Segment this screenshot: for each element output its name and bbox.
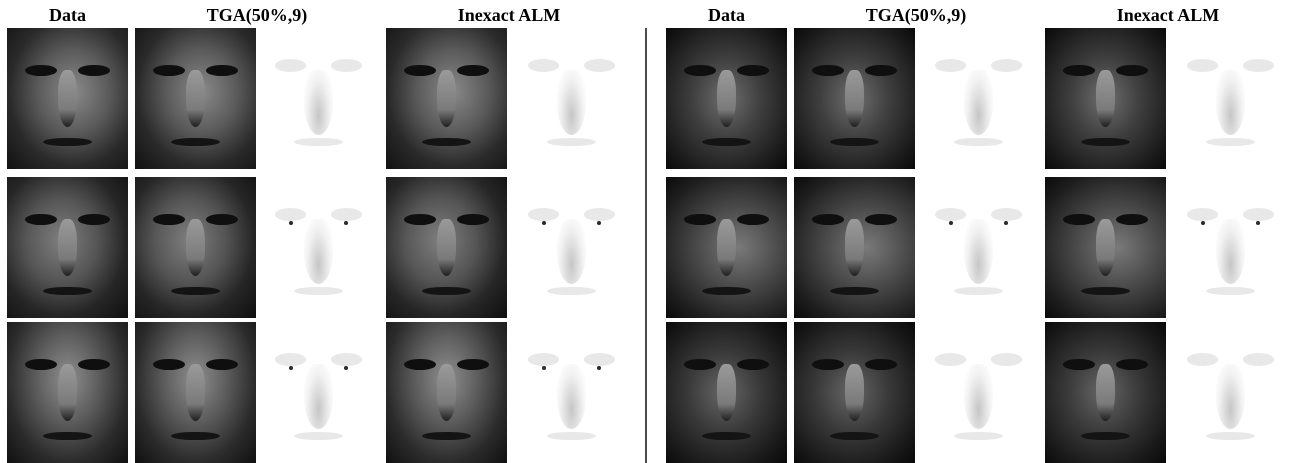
left-row2-tga-sparse-image: [258, 177, 379, 318]
right-row1-tga-sparse-image: [918, 28, 1039, 169]
left-row2-alm-sparse-image: [511, 177, 632, 318]
right-row1-alm-sparse-image: [1170, 28, 1291, 169]
right-row1-data-image: [666, 28, 787, 169]
right-row1-tga-lowrank-image: [794, 28, 915, 169]
left-row3-data-image: [7, 322, 128, 463]
right-row1-alm-lowrank-image: [1045, 28, 1166, 169]
left-row1-alm-lowrank-image: [386, 28, 507, 169]
right-row2-tga-sparse-image: [918, 177, 1039, 318]
left-header-alm: Inexact ALM: [457, 5, 561, 25]
left-row3-tga-sparse-image: [258, 322, 379, 463]
right-row2-alm-lowrank-image: [1045, 177, 1166, 318]
left-row1-tga-sparse-image: [258, 28, 379, 169]
left-row3-alm-sparse-image: [511, 322, 632, 463]
right-row3-data-image: [666, 322, 787, 463]
right-row2-data-image: [666, 177, 787, 318]
panel-divider: [645, 28, 647, 463]
left-row2-data-image: [7, 177, 128, 318]
left-header-tga: TGA(50%,9): [206, 5, 308, 25]
left-row1-alm-sparse-image: [511, 28, 632, 169]
left-row1-data-image: [7, 28, 128, 169]
right-header-alm: Inexact ALM: [1116, 5, 1220, 25]
right-row3-tga-lowrank-image: [794, 322, 915, 463]
left-row3-alm-lowrank-image: [386, 322, 507, 463]
right-row3-alm-lowrank-image: [1045, 322, 1166, 463]
left-row3-tga-lowrank-image: [135, 322, 256, 463]
right-header-tga: TGA(50%,9): [865, 5, 967, 25]
right-row3-alm-sparse-image: [1170, 322, 1291, 463]
right-row3-tga-sparse-image: [918, 322, 1039, 463]
right-header-data: Data: [708, 5, 745, 25]
left-header-data: Data: [49, 5, 86, 25]
left-row1-tga-lowrank-image: [135, 28, 256, 169]
left-row2-alm-lowrank-image: [386, 177, 507, 318]
left-row2-tga-lowrank-image: [135, 177, 256, 318]
right-row2-tga-lowrank-image: [794, 177, 915, 318]
right-row2-alm-sparse-image: [1170, 177, 1291, 318]
